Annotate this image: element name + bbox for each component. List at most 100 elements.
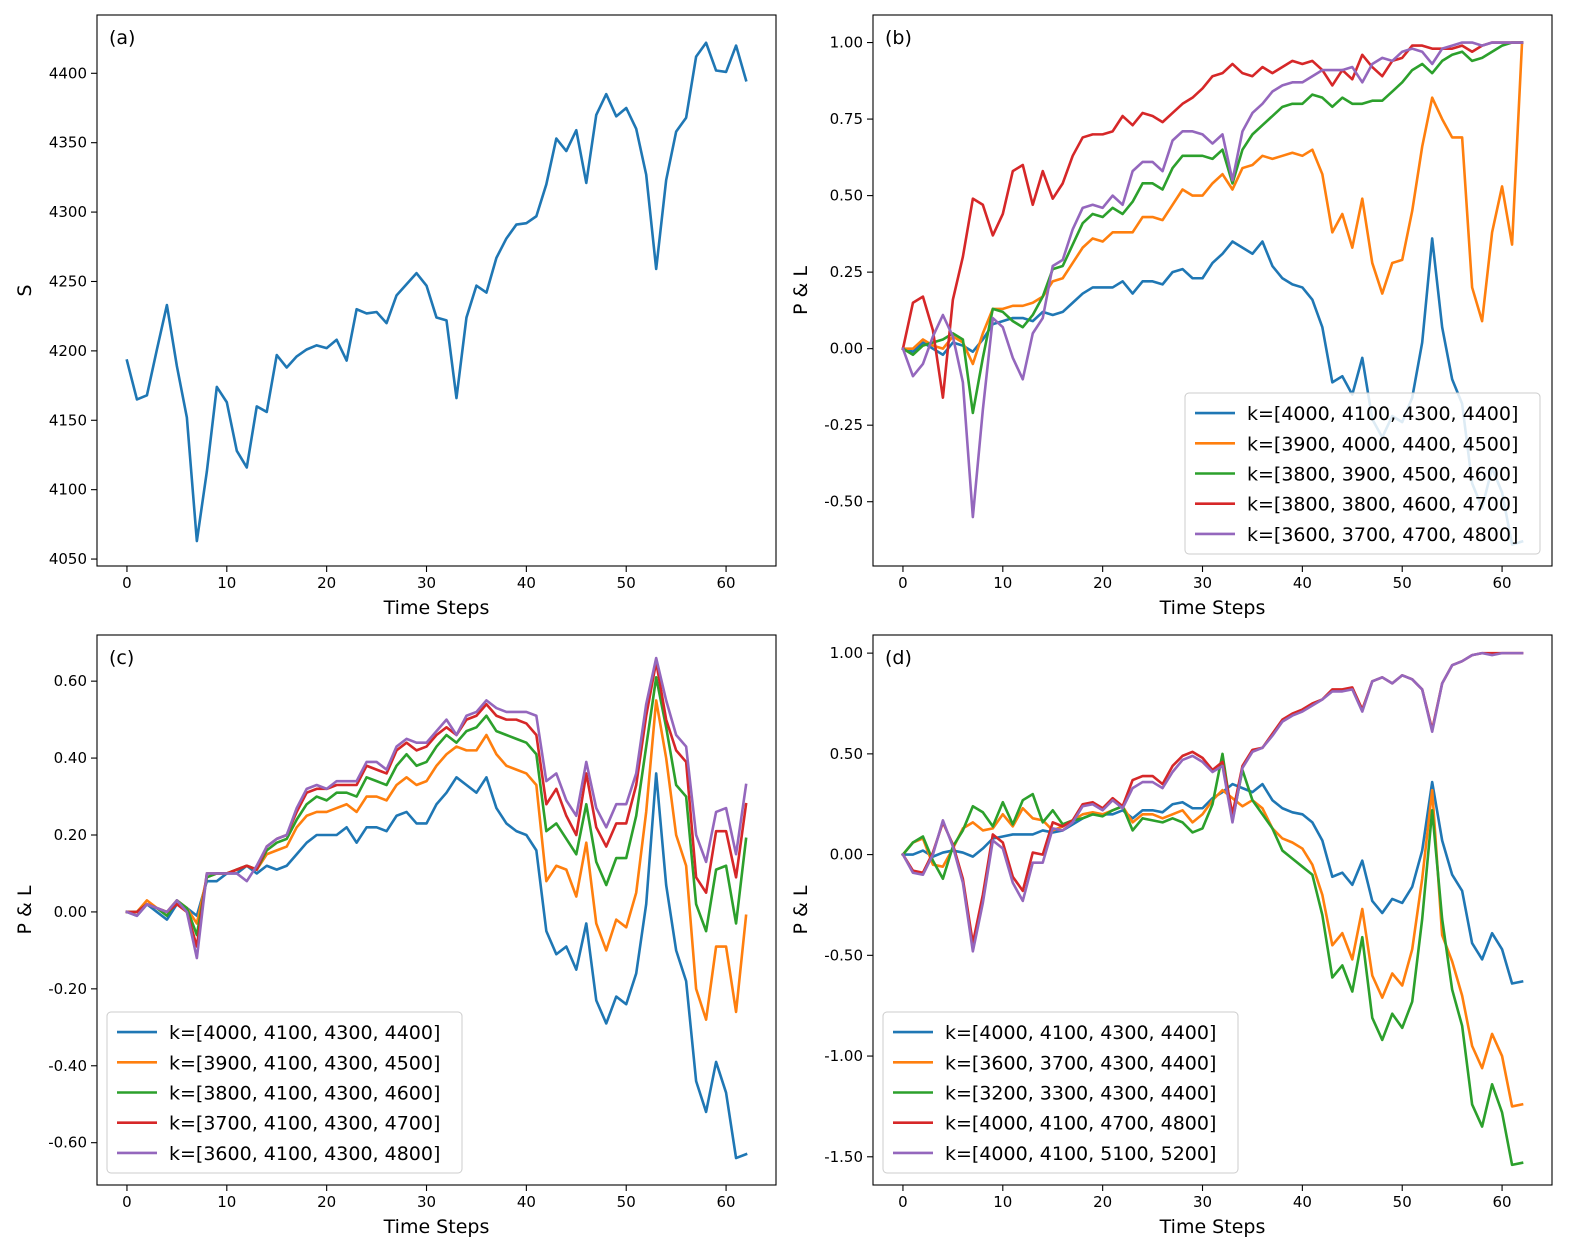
y-tick-label: 0.00 bbox=[830, 340, 863, 358]
legend: k=[4000, 4100, 4300, 4400] k=[3900, 4100,… bbox=[106, 1011, 463, 1174]
legend-label: k=[3200, 3300, 4300, 4400] bbox=[945, 1083, 1216, 1105]
panel-tag: (a) bbox=[109, 27, 135, 49]
y-tick-label: 0.40 bbox=[54, 749, 87, 767]
legend-label: k=[4000, 4100, 4700, 4800] bbox=[945, 1113, 1216, 1135]
panel-tag: (d) bbox=[885, 647, 912, 669]
y-tick-label: 1.00 bbox=[830, 34, 863, 52]
x-tick-label: 0 bbox=[898, 574, 908, 592]
x-tick-label: 50 bbox=[1393, 1193, 1412, 1211]
series-line-3 bbox=[901, 41, 1524, 399]
x-axis-label: Time Steps bbox=[383, 597, 490, 619]
panel-d: 0 10 20 30 40 50 60 -1.50 -1.00 -0.50 0.00 0.50 1.00… bbox=[790, 634, 1553, 1238]
y-tick-label: 4300 bbox=[49, 203, 87, 221]
legend-label: k=[4000, 4100, 5100, 5200] bbox=[945, 1143, 1216, 1165]
x-tick-label: 50 bbox=[617, 1193, 636, 1211]
legend-label: k=[3800, 3900, 4500, 4600] bbox=[1247, 464, 1518, 486]
series-group bbox=[901, 41, 1524, 546]
x-tick-label: 30 bbox=[417, 574, 436, 592]
x-tick-label: 60 bbox=[717, 574, 736, 592]
x-tick-label: 30 bbox=[417, 1193, 436, 1211]
legend: k=[4000, 4100, 4300, 4400] k=[3600, 3700,… bbox=[882, 1011, 1239, 1174]
y-axis-label: P & L bbox=[790, 266, 812, 315]
y-tick-label: 0.50 bbox=[830, 187, 863, 205]
axes-frame bbox=[872, 634, 1553, 1186]
legend-label: k=[3800, 3800, 4600, 4700] bbox=[1247, 494, 1518, 516]
legend-label: k=[3600, 3700, 4700, 4800] bbox=[1247, 524, 1518, 546]
x-tick-label: 60 bbox=[1493, 1193, 1512, 1211]
series-group bbox=[901, 651, 1524, 1167]
y-tick-label: 4050 bbox=[49, 550, 87, 568]
x-tick-label: 60 bbox=[1493, 574, 1512, 592]
series-line-0 bbox=[901, 237, 1524, 546]
legend-label: k=[3900, 4000, 4400, 4500] bbox=[1247, 433, 1518, 455]
y-tick-label: -0.20 bbox=[48, 980, 87, 998]
y-tick-label: 0.00 bbox=[830, 846, 863, 864]
y-tick-label: 4400 bbox=[49, 64, 87, 82]
y-tick-label: -0.25 bbox=[824, 416, 863, 434]
series-line-2 bbox=[901, 41, 1524, 415]
y-tick-label: -0.50 bbox=[824, 946, 863, 964]
y-axis-label: S bbox=[14, 284, 36, 296]
y-tick-label: 0.20 bbox=[54, 826, 87, 844]
x-axis-label: Time Steps bbox=[1159, 597, 1266, 619]
legend-frame bbox=[1184, 392, 1541, 555]
legend-label: k=[3700, 4100, 4300, 4700] bbox=[169, 1113, 440, 1135]
x-tick-label: 40 bbox=[517, 1193, 536, 1211]
y-axis-label: P & L bbox=[14, 885, 36, 934]
legend-frame bbox=[106, 1011, 463, 1174]
panel-c: 0 10 20 30 40 50 60 -0.60 -0.40 -0.20 0.00 0.20 0.40… bbox=[14, 634, 777, 1238]
legend-label: k=[4000, 4100, 4300, 4400] bbox=[1247, 403, 1518, 425]
x-tick-label: 50 bbox=[617, 574, 636, 592]
y-tick-label: 0.60 bbox=[54, 672, 87, 690]
axes-frame bbox=[96, 634, 777, 1186]
y-tick-label: 1.00 bbox=[830, 644, 863, 662]
x-tick-label: 10 bbox=[993, 1193, 1012, 1211]
x-axis-label: Time Steps bbox=[383, 1216, 490, 1238]
x-tick-label: 50 bbox=[1393, 574, 1412, 592]
y-tick-label: -1.00 bbox=[824, 1047, 863, 1065]
series-group bbox=[125, 656, 748, 1160]
y-tick-label: 4200 bbox=[49, 342, 87, 360]
legend-label: k=[3600, 3700, 4300, 4400] bbox=[945, 1052, 1216, 1074]
panel-a: 0 10 20 30 40 50 60405041004150420042504300435… bbox=[14, 14, 777, 619]
series-line-2 bbox=[901, 752, 1524, 1167]
y-tick-label: 4100 bbox=[49, 481, 87, 499]
x-tick-label: 0 bbox=[122, 574, 132, 592]
series-line-0 bbox=[125, 41, 748, 543]
y-tick-label: 0.25 bbox=[830, 263, 863, 281]
x-tick-label: 20 bbox=[317, 574, 336, 592]
x-tick-label: 20 bbox=[1093, 1193, 1112, 1211]
y-tick-label: 0.75 bbox=[830, 110, 863, 128]
panel-b: 0 10 20 30 40 50 60 -0.50 -0.25 0.00 0.25 0.50 0.75 1… bbox=[790, 14, 1553, 619]
panel-tag: (b) bbox=[885, 27, 912, 49]
y-tick-label: 4150 bbox=[49, 411, 87, 429]
legend-label: k=[3800, 4100, 4300, 4600] bbox=[169, 1083, 440, 1105]
series-line-4 bbox=[901, 651, 1524, 953]
y-tick-label: 0.50 bbox=[830, 745, 863, 763]
x-tick-label: 40 bbox=[517, 574, 536, 592]
x-tick-label: 10 bbox=[217, 574, 236, 592]
axes-frame bbox=[872, 14, 1553, 567]
y-tick-label: 0.00 bbox=[54, 903, 87, 921]
y-tick-label: 4350 bbox=[49, 134, 87, 152]
legend-label: k=[4000, 4100, 4300, 4400] bbox=[945, 1022, 1216, 1044]
series-group bbox=[125, 41, 748, 543]
panel-tag: (c) bbox=[109, 647, 134, 669]
x-tick-label: 10 bbox=[993, 574, 1012, 592]
x-tick-label: 60 bbox=[717, 1193, 736, 1211]
legend-label: k=[4000, 4100, 4300, 4400] bbox=[169, 1022, 440, 1044]
y-tick-label: 4250 bbox=[49, 272, 87, 290]
x-tick-label: 0 bbox=[898, 1193, 908, 1211]
y-tick-label: -0.50 bbox=[824, 493, 863, 511]
legend-frame bbox=[882, 1011, 1239, 1174]
y-tick-label: -0.40 bbox=[48, 1057, 87, 1075]
legend: k=[4000, 4100, 4300, 4400] k=[3900, 4000,… bbox=[1184, 392, 1541, 555]
x-tick-label: 0 bbox=[122, 1193, 132, 1211]
y-tick-label: -1.50 bbox=[824, 1148, 863, 1166]
x-tick-label: 40 bbox=[1293, 574, 1312, 592]
x-tick-label: 20 bbox=[1093, 574, 1112, 592]
x-tick-label: 20 bbox=[317, 1193, 336, 1211]
x-tick-label: 10 bbox=[217, 1193, 236, 1211]
series-line-1 bbox=[901, 41, 1524, 366]
